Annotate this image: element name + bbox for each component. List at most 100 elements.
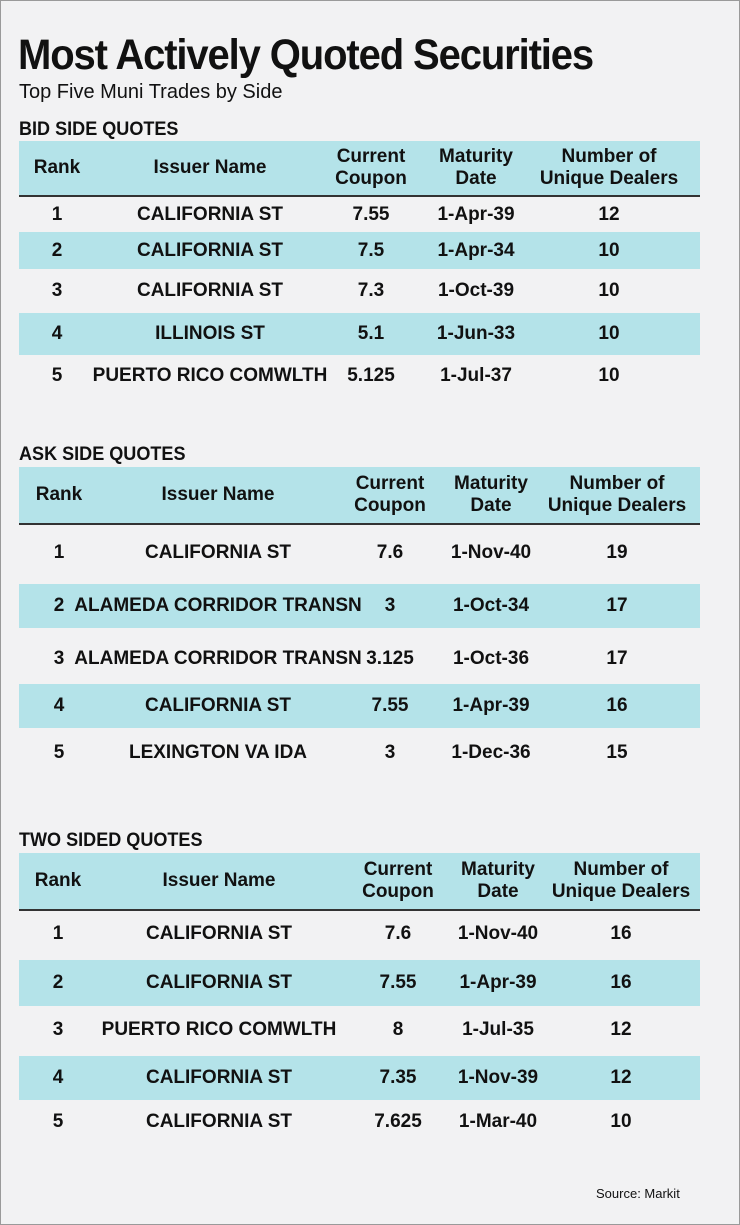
column-header-coupon: Coupon: [362, 881, 434, 902]
table-row: 2 CALIFORNIA ST 7.55 1-Apr-39 16: [19, 960, 700, 1006]
column-header-date: Date: [477, 881, 519, 902]
column-header: Current Coupon: [335, 467, 445, 523]
column-header: Maturity Date: [436, 467, 546, 523]
column-header-issuer-name: Issuer Name: [161, 484, 275, 505]
current-coupon-cell: 3: [384, 595, 396, 616]
page-subtitle: Top Five Muni Trades by Side: [19, 81, 283, 103]
unique-dealers-cell: 12: [610, 1019, 632, 1040]
table-row: 3 ALAMEDA CORRIDOR TRANSN 3.125 1-Oct-36 17: [19, 634, 700, 684]
table-row: 1 CALIFORNIA ST 7.55 1-Apr-39 12: [19, 196, 700, 234]
issuer-name-cell: CALIFORNIA ST: [145, 1067, 292, 1088]
column-header-unique-dealers: Unique Dealers: [539, 168, 679, 189]
unique-dealers-cell: 16: [610, 923, 632, 944]
maturity-date-cell: 1-Jul-35: [462, 1019, 534, 1040]
table-row: 5 CALIFORNIA ST 7.625 1-Mar-40 10: [19, 1100, 700, 1144]
column-header-current: Current: [355, 473, 425, 494]
column-header: Rank: [17, 141, 97, 195]
column-header-rank: Rank: [35, 484, 83, 505]
unique-dealers-cell: 16: [606, 695, 628, 716]
current-coupon-cell: 7.3: [357, 280, 385, 301]
rank-cell: 3: [53, 648, 65, 669]
current-coupon-cell: 5.125: [347, 365, 395, 386]
unique-dealers-cell: 10: [598, 323, 620, 344]
current-coupon-cell: 7.6: [384, 923, 412, 944]
rank-cell: 4: [52, 1067, 64, 1088]
column-header-unique-dealers: Unique Dealers: [547, 495, 687, 516]
column-header: Rank: [19, 467, 99, 523]
issuer-name-cell: CALIFORNIA ST: [145, 923, 292, 944]
current-coupon-cell: 3: [384, 742, 396, 763]
column-header-number-of: Number of: [573, 859, 669, 880]
column-header-issuer-name: Issuer Name: [162, 870, 276, 891]
maturity-date-cell: 1-Nov-39: [457, 1067, 539, 1088]
current-coupon-cell: 7.55: [371, 695, 409, 716]
rank-cell: 1: [53, 542, 65, 563]
column-header-date: Date: [455, 168, 497, 189]
rank-cell: 5: [52, 1111, 64, 1132]
maturity-date-cell: 1-Jun-33: [436, 323, 516, 344]
page-title: Most Actively Quoted Securities: [18, 31, 594, 79]
source-note: Source: Markit: [596, 1186, 680, 1201]
table-row: 4 ILLINOIS ST 5.1 1-Jun-33 10: [19, 313, 700, 355]
column-header: Maturity Date: [443, 853, 553, 909]
unique-dealers-cell: 10: [610, 1111, 632, 1132]
table-header: Rank Issuer Name Current Coupon Maturity Date…: [19, 141, 700, 197]
section-title: TWO SIDED QUOTES: [19, 830, 203, 851]
maturity-date-cell: 1-Oct-39: [437, 280, 515, 301]
column-header-coupon: Coupon: [354, 495, 426, 516]
column-header-current: Current: [336, 146, 406, 167]
column-header-number-of: Number of: [561, 146, 657, 167]
table-row: 3 CALIFORNIA ST 7.3 1-Oct-39 10: [19, 271, 700, 311]
table-row: 2 ALAMEDA CORRIDOR TRANSN 3 1-Oct-34 17: [19, 584, 700, 628]
column-header: Number of Unique Dealers: [524, 141, 694, 195]
issuer-name-cell: ALAMEDA CORRIDOR TRANSN: [74, 595, 362, 616]
issuer-name-cell: ALAMEDA CORRIDOR TRANSN: [74, 648, 362, 669]
table-row: 4 CALIFORNIA ST 7.35 1-Nov-39 12: [19, 1056, 700, 1100]
maturity-date-cell: 1-Oct-34: [452, 595, 530, 616]
maturity-date-cell: 1-Apr-39: [452, 695, 530, 716]
column-header-maturity: Maturity: [439, 146, 513, 167]
unique-dealers-cell: 12: [598, 204, 620, 225]
rank-cell: 1: [51, 204, 63, 225]
rank-cell: 5: [53, 742, 65, 763]
table-row: 1 CALIFORNIA ST 7.6 1-Nov-40 16: [19, 911, 700, 957]
column-header: Current Coupon: [316, 141, 426, 195]
rank-cell: 2: [53, 595, 65, 616]
table-row: 1 CALIFORNIA ST 7.6 1-Nov-40 19: [19, 528, 700, 578]
issuer-name-cell: LEXINGTON VA IDA: [128, 742, 308, 763]
issuer-name-cell: PUERTO RICO COMWLTH: [101, 1019, 337, 1040]
unique-dealers-cell: 15: [606, 742, 628, 763]
issuer-name-cell: CALIFORNIA ST: [144, 542, 291, 563]
maturity-date-cell: 1-Dec-36: [451, 742, 531, 763]
column-header: Issuer Name: [84, 853, 354, 909]
current-coupon-cell: 7.35: [379, 1067, 417, 1088]
maturity-date-cell: 1-Mar-40: [458, 1111, 538, 1132]
maturity-date-cell: 1-Nov-40: [457, 923, 539, 944]
column-header-issuer-name: Issuer Name: [153, 157, 267, 178]
column-header: Issuer Name: [83, 467, 353, 523]
maturity-date-cell: 1-Apr-34: [437, 239, 515, 261]
table-row: 5 LEXINGTON VA IDA 3 1-Dec-36 15: [19, 729, 700, 777]
section-title: ASK SIDE QUOTES: [19, 444, 186, 465]
column-header: Rank: [18, 853, 98, 909]
unique-dealers-cell: 12: [610, 1067, 632, 1088]
rank-cell: 5: [51, 365, 63, 386]
column-header-unique-dealers: Unique Dealers: [551, 881, 691, 902]
issuer-name-cell: CALIFORNIA ST: [136, 239, 283, 261]
rank-cell: 4: [51, 323, 63, 344]
unique-dealers-cell: 16: [610, 972, 632, 993]
issuer-name-cell: CALIFORNIA ST: [145, 972, 292, 993]
column-header: Maturity Date: [421, 141, 531, 195]
rank-cell: 3: [52, 1019, 64, 1040]
column-header-maturity: Maturity: [454, 473, 528, 494]
maturity-date-cell: 1-Jul-37: [440, 365, 512, 386]
rank-cell: 2: [51, 239, 63, 261]
rank-cell: 3: [51, 280, 63, 301]
issuer-name-cell: CALIFORNIA ST: [136, 204, 283, 225]
current-coupon-cell: 7.6: [376, 542, 404, 563]
unique-dealers-cell: 10: [598, 365, 620, 386]
current-coupon-cell: 5.1: [357, 323, 385, 344]
issuer-name-cell: CALIFORNIA ST: [144, 695, 291, 716]
column-header: Current Coupon: [343, 853, 453, 909]
issuer-name-cell: CALIFORNIA ST: [145, 1111, 292, 1132]
